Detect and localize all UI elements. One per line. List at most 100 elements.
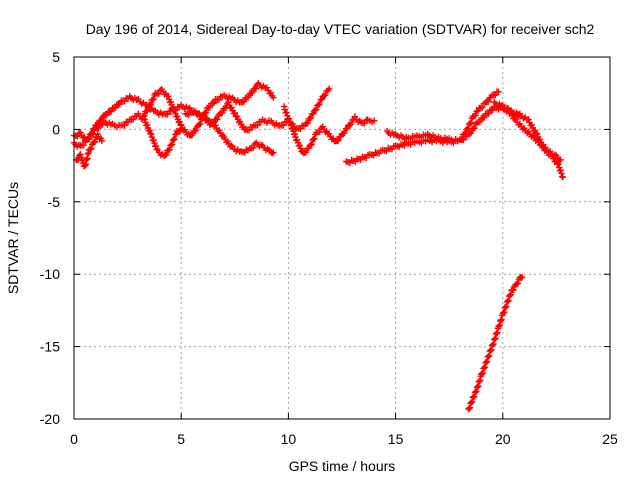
data-point xyxy=(210,120,217,127)
data-point xyxy=(316,128,323,136)
axis-ticks xyxy=(73,56,611,420)
series-arc-f xyxy=(280,103,378,157)
x-tick-label: 10 xyxy=(281,431,297,447)
data-point xyxy=(168,141,176,148)
data-point xyxy=(489,341,496,348)
data-point xyxy=(467,119,475,126)
data-point xyxy=(559,173,567,181)
data-point xyxy=(485,98,492,105)
data-point xyxy=(322,92,329,99)
data-point xyxy=(129,116,137,123)
y-tick-label: -15 xyxy=(40,339,60,355)
data-point xyxy=(155,90,162,97)
data-point xyxy=(347,121,355,128)
data-point xyxy=(176,118,183,125)
data-point xyxy=(471,393,478,400)
y-tick-label: -10 xyxy=(40,266,60,282)
data-point xyxy=(479,104,486,111)
chart-title: Day 196 of 2014, Sidereal Day-to-day VTE… xyxy=(86,21,595,37)
data-point xyxy=(504,298,512,305)
data-point xyxy=(173,113,181,120)
data-point xyxy=(481,114,488,121)
series-arc-b xyxy=(70,110,185,159)
data-point xyxy=(270,149,277,156)
x-tick-label: 15 xyxy=(388,431,404,447)
data-point xyxy=(293,136,301,143)
data-point xyxy=(507,109,514,117)
data-point xyxy=(162,151,170,158)
data-points xyxy=(70,80,567,413)
data-point xyxy=(215,127,223,134)
data-point xyxy=(483,358,491,365)
data-point xyxy=(488,342,496,349)
data-point xyxy=(495,88,502,95)
data-point xyxy=(153,145,161,153)
data-point xyxy=(533,130,541,138)
data-point xyxy=(467,400,474,407)
data-point xyxy=(95,124,102,132)
x-axis-tick-labels: 0 5 10 15 20 25 xyxy=(70,431,618,447)
data-point xyxy=(501,308,508,316)
x-tick-label: 0 xyxy=(70,431,78,447)
data-point xyxy=(307,114,315,122)
data-point xyxy=(503,104,511,112)
data-point xyxy=(318,96,325,103)
data-point xyxy=(311,135,318,142)
data-point xyxy=(302,149,310,156)
data-point xyxy=(557,156,564,164)
data-point xyxy=(471,124,478,132)
data-point xyxy=(558,173,566,180)
data-point xyxy=(489,106,496,114)
data-point xyxy=(462,130,469,137)
data-point xyxy=(202,109,210,116)
data-point xyxy=(263,84,271,91)
data-point xyxy=(297,125,304,133)
y-tick-label: -5 xyxy=(48,194,61,210)
data-point xyxy=(98,137,106,145)
data-point xyxy=(486,347,494,355)
data-point xyxy=(507,291,514,298)
data-point xyxy=(482,359,489,366)
data-point xyxy=(254,122,261,129)
data-point xyxy=(210,99,218,107)
data-point xyxy=(483,358,490,366)
data-point xyxy=(523,129,531,137)
series-arc-c xyxy=(72,130,106,170)
data-point xyxy=(334,137,342,144)
data-point xyxy=(112,104,119,112)
data-point xyxy=(280,122,287,129)
data-point xyxy=(545,149,552,156)
data-point xyxy=(228,104,235,111)
data-point xyxy=(488,346,495,353)
data-point xyxy=(501,304,509,311)
data-point xyxy=(525,116,532,123)
data-point xyxy=(341,129,348,137)
data-point xyxy=(467,129,475,137)
data-point xyxy=(91,138,99,145)
y-tick-label: -20 xyxy=(40,411,60,427)
data-point xyxy=(286,118,293,125)
data-point xyxy=(484,353,491,361)
data-point xyxy=(555,161,562,168)
data-point xyxy=(143,121,151,129)
data-point xyxy=(528,121,535,129)
data-point xyxy=(505,297,512,304)
data-point xyxy=(225,98,232,106)
series-arc-j xyxy=(503,104,564,164)
data-point xyxy=(166,146,173,153)
data-point xyxy=(189,131,196,139)
data-point xyxy=(169,104,177,111)
data-point xyxy=(171,107,178,115)
data-point xyxy=(116,101,123,108)
data-point xyxy=(147,130,155,138)
data-point xyxy=(206,104,213,111)
data-point xyxy=(503,298,511,306)
data-point xyxy=(296,142,303,149)
data-point xyxy=(287,119,294,126)
data-point xyxy=(280,103,288,110)
data-point xyxy=(502,303,509,311)
data-point xyxy=(165,93,172,100)
data-point xyxy=(171,135,178,143)
data-point xyxy=(245,94,252,101)
data-point xyxy=(219,109,226,117)
